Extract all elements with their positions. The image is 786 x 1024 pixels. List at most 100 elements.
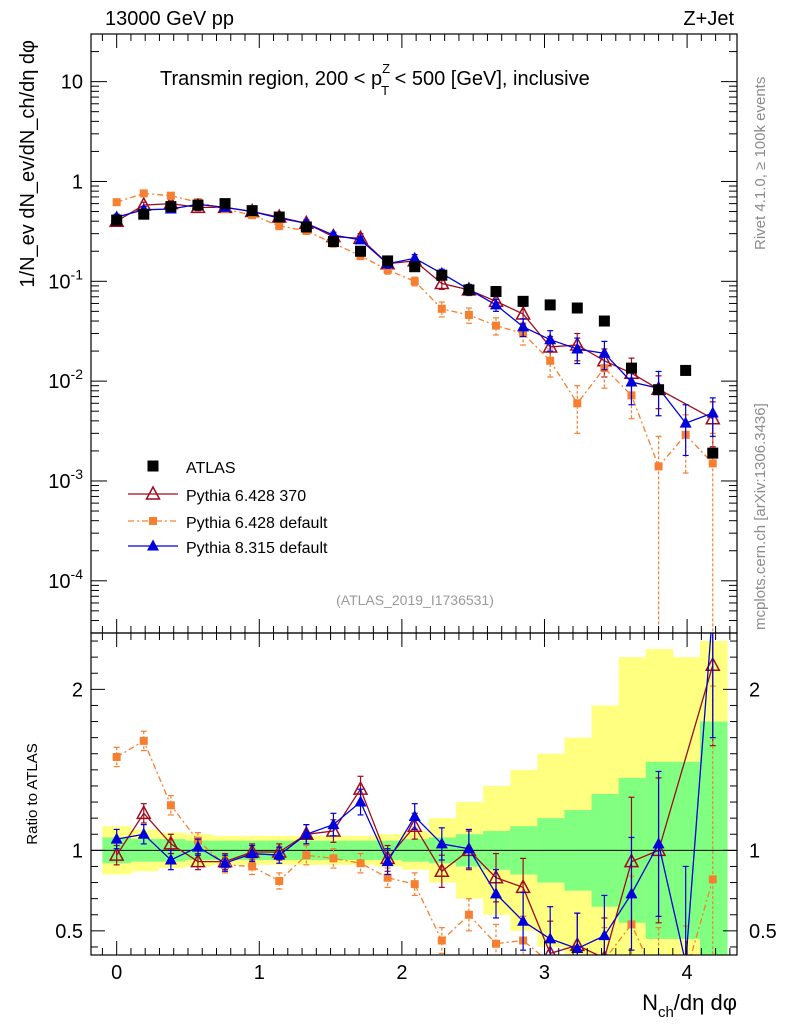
ratio-data-point [108, 846, 125, 861]
main-data-point [679, 416, 692, 428]
ratio-y-tick-label-right: 1 [749, 840, 760, 862]
ratio-data-point [273, 848, 286, 860]
main-data-point [165, 201, 177, 213]
main-y-tick-label: 10-1 [48, 266, 83, 293]
x-tick-label: 3 [539, 962, 550, 984]
main-data-point [138, 208, 150, 220]
ratio-frame [90, 632, 738, 956]
main-data-point [327, 236, 339, 248]
main-data-point [625, 362, 637, 374]
main-data-point [300, 221, 312, 233]
ratio-y-tick-label: 1 [72, 840, 83, 862]
main-data-point [409, 261, 421, 273]
ratio-data-point [164, 853, 177, 865]
main-y-tick-label: 1 [72, 171, 83, 193]
ratio-data-point [517, 914, 530, 926]
main-data-point [707, 447, 719, 459]
main-data-point [382, 255, 394, 267]
main-series-pythia-8-315-default [110, 197, 719, 457]
ratio-data-point [136, 804, 152, 820]
ratio-data-point [464, 910, 473, 919]
ratio-data-point [408, 810, 421, 822]
ratio-data-point [110, 832, 123, 844]
main-y-tick-label: 10-4 [48, 566, 83, 593]
ratio-data-point [600, 956, 608, 964]
main-series-pythia-6-428-370 [108, 195, 721, 448]
ratio-data-point [246, 847, 259, 859]
ratio-data-point [163, 835, 179, 850]
main-data-point [489, 298, 502, 310]
main-data-point [246, 205, 258, 217]
ratio-data-point [219, 856, 232, 868]
main-data-point [490, 286, 502, 298]
ratio-data-point [329, 854, 338, 863]
main-data-point [654, 462, 663, 471]
legend-marker [149, 517, 157, 525]
main-data-point [139, 189, 148, 198]
legend-label: Pythia 8.315 default [186, 540, 328, 557]
main-data-point [653, 384, 665, 396]
ratio-y-tick-label-right: 2 [749, 679, 760, 701]
ratio-y-axis-label: Ratio to ATLAS [24, 743, 41, 844]
main-data-point [573, 399, 582, 408]
ratio-data-point [275, 876, 284, 885]
main-data-point [166, 191, 175, 200]
ratio-data-point [434, 862, 450, 878]
main-data-point [515, 305, 531, 320]
main-y-tick-label: 10 [61, 72, 83, 94]
main-data-point [408, 251, 421, 263]
main-data-point [111, 214, 123, 226]
ratio-data-point [248, 862, 257, 871]
ratio-data-point [356, 859, 365, 868]
ratio-data-point [573, 990, 581, 998]
main-data-point [354, 233, 367, 245]
main-data-point [544, 333, 557, 345]
ratio-data-point [655, 980, 663, 988]
header-right-label: Z+Jet [683, 8, 734, 30]
ratio-data-point [112, 752, 121, 761]
ratio-data-point [410, 880, 419, 889]
axes-ticks: 10 1 10-1 10-2 10-3 10-4 0 1 2 3 4 0.5 0.5 1 1 2 2 [48, 33, 777, 984]
ratio-data-point [571, 942, 584, 954]
main-data-point [463, 284, 475, 296]
ratio-data-point [708, 875, 717, 884]
main-data-point [517, 320, 530, 332]
main-data-point [275, 221, 284, 230]
plot-title: Transmin region, 200 < pZ T < 500 [GeV], … [160, 61, 590, 98]
legend: ATLAS Pythia 6.428 370 Pythia 6.428 defaul… [128, 460, 328, 557]
ratio-series-line [116, 739, 714, 955]
main-series-line [116, 192, 714, 468]
main-series-line [116, 203, 714, 424]
ratio-data-point [381, 855, 394, 867]
ratio-data-point [437, 936, 446, 945]
main-data-point [437, 304, 446, 313]
main-data-point [598, 315, 610, 327]
ratio-data-point [190, 853, 206, 868]
main-y-axis-label: 1/N_ev dN_ev/dN_ch/dη dφ [17, 40, 39, 288]
ratio-data-point [598, 929, 611, 941]
ratio-data-point [491, 939, 500, 948]
main-data-point [112, 198, 121, 207]
main-data-point [355, 245, 367, 257]
ratio-data-point [462, 842, 475, 854]
main-data-point [410, 277, 419, 286]
main-data-point [491, 321, 500, 330]
x-tick-label: 4 [682, 962, 693, 984]
legend-label: Pythia 6.428 default [186, 515, 328, 532]
legend-marker [147, 539, 159, 551]
main-data-point [546, 356, 555, 365]
main-series-line [116, 202, 714, 420]
legend-label: ATLAS [186, 460, 236, 477]
main-data-point [598, 346, 611, 358]
ratio-data-point [137, 827, 150, 839]
legend-label: Pythia 6.428 370 [186, 488, 306, 505]
ratio-data-point [544, 944, 556, 955]
main-plot-area [108, 189, 721, 633]
main-data-point [571, 342, 584, 354]
ratio-data-point [544, 932, 557, 944]
main-data-point [464, 310, 473, 319]
main-data-point [680, 364, 692, 376]
main-data-point [219, 198, 231, 210]
main-data-point [708, 459, 717, 468]
